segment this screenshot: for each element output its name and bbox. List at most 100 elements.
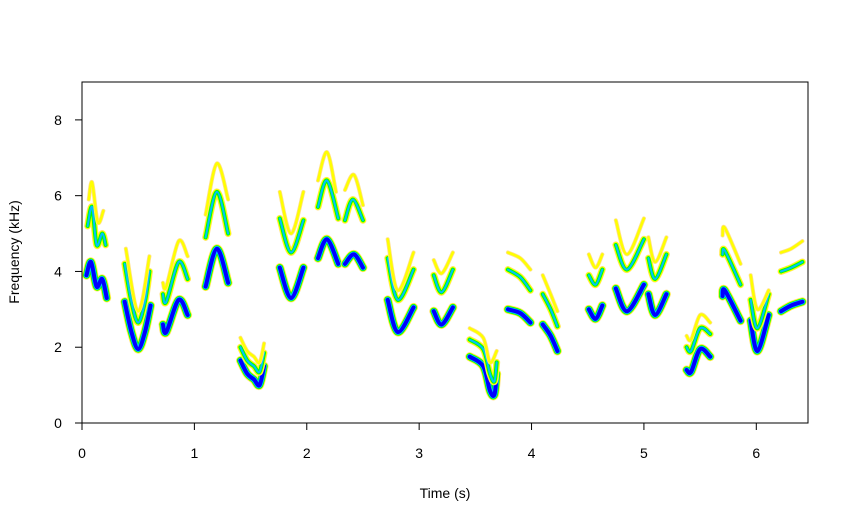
contour-fundamental [776, 297, 807, 316]
contour-band [343, 173, 365, 207]
contour-band [87, 180, 105, 225]
contour-band [204, 162, 230, 216]
contour-band [238, 358, 267, 388]
y-axis-label: Frequency (kHz) [6, 200, 22, 303]
y-tick-label: 6 [54, 188, 62, 204]
contour-band [586, 303, 605, 321]
contour-band [614, 238, 645, 271]
x-tick-label: 5 [640, 445, 648, 461]
contour-fundamental [158, 295, 193, 338]
contour-band [506, 268, 532, 292]
contour-band [505, 307, 533, 325]
contour-band [685, 313, 712, 342]
x-tick-label: 1 [190, 445, 198, 461]
contour-band [540, 322, 560, 354]
contour-harmonic3 [613, 216, 646, 257]
contour-band [316, 237, 341, 266]
contour-harmonic2 [612, 235, 648, 274]
contour-band [161, 260, 189, 305]
contour-band [122, 299, 153, 352]
x-axis: 0 1 2 3 4 5 6 [78, 422, 760, 461]
contour-fundamental [313, 234, 343, 269]
contour-harmonic2 [539, 290, 561, 330]
contour-band [468, 338, 498, 383]
contour-harmonic3 [316, 150, 338, 194]
contour-fundamental [201, 244, 233, 292]
contour-fundamental [643, 289, 671, 320]
contour-harmonic2 [504, 266, 534, 294]
contour-fundamental [81, 257, 112, 303]
contour-harmonic2 [585, 266, 606, 289]
y-axis: 0 2 4 6 8 [54, 112, 83, 431]
contour-band [204, 190, 230, 239]
contour-harmonic3 [277, 189, 306, 236]
contour-band [386, 237, 415, 292]
contour-band [779, 299, 805, 314]
contour-band [780, 260, 804, 273]
contour-band [587, 253, 604, 269]
y-tick-label: 2 [54, 339, 62, 355]
y-tick-label: 0 [54, 415, 62, 431]
contour-band [506, 251, 532, 271]
contour-harmonic3 [748, 273, 771, 312]
contour-band [432, 268, 454, 294]
contour-band [239, 336, 266, 365]
contour-harmonic3 [238, 335, 267, 365]
contour-fundamental [340, 249, 368, 273]
contour-harmonic3 [540, 273, 560, 314]
contour-band [646, 292, 669, 318]
contour-band [277, 265, 306, 300]
x-tick-label: 2 [303, 445, 311, 461]
contour-band [467, 354, 499, 398]
contour-harmonic2 [159, 258, 192, 307]
contour-fundamental [503, 304, 535, 328]
contour-harmonic2 [466, 336, 501, 386]
contour-band [749, 273, 770, 311]
contour-band [720, 287, 743, 323]
contour-fundamental [538, 319, 562, 356]
contour-band [278, 217, 305, 254]
contour-band [468, 327, 498, 364]
contour-band [541, 273, 559, 313]
contour-harmonic3 [684, 312, 713, 343]
contour-fundamental [682, 344, 715, 378]
contour-harmonic2 [747, 290, 773, 332]
contour-harmonic2 [276, 214, 307, 257]
contour-harmonic3 [123, 246, 152, 314]
contour-band [749, 293, 770, 330]
contour-harmonic3 [779, 239, 805, 255]
plot-frame [81, 81, 809, 424]
x-tick-label: 0 [78, 445, 86, 461]
x-tick-label: 4 [528, 445, 536, 461]
contour-band [613, 282, 646, 314]
contour-harmonic3 [86, 179, 106, 226]
contour-harmonic3 [505, 250, 533, 272]
contour-band [316, 150, 338, 194]
contour-harmonic3 [342, 172, 365, 208]
contour-band [203, 246, 231, 289]
contour-band [614, 217, 646, 256]
contour-band [123, 262, 151, 324]
contour-band [124, 247, 151, 313]
contour-band [587, 268, 604, 286]
contour-band [431, 305, 455, 327]
contour-harmonic2 [341, 195, 367, 224]
y-tick-label: 4 [54, 263, 62, 279]
contour-band [278, 190, 305, 235]
contour-harmonic2 [384, 254, 418, 304]
contour-band [684, 346, 713, 376]
contour-band [84, 259, 109, 300]
contour-band [541, 293, 559, 328]
contour-band [647, 253, 668, 281]
contour-band [343, 198, 364, 222]
contour-harmonic2 [683, 324, 714, 356]
x-axis-label: Time (s) [420, 485, 471, 501]
contour-harmonic2 [236, 343, 268, 376]
contour-band [647, 236, 668, 264]
contour-harmonic2 [644, 250, 670, 283]
contour-fundamental [383, 295, 419, 337]
contour-harmonic3 [586, 252, 605, 270]
contour-harmonic3 [203, 161, 231, 217]
contour-harmonic2 [121, 260, 153, 327]
